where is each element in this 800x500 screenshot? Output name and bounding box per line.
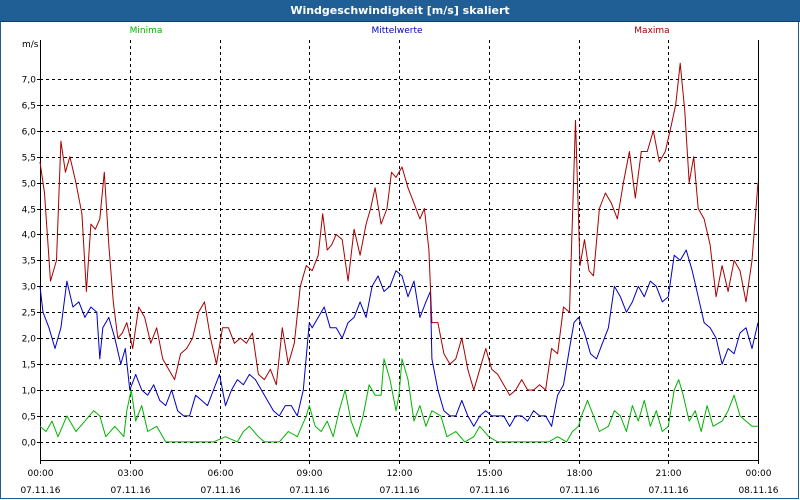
- x-tick-time: 06:00: [208, 469, 234, 479]
- legend-label-mittelwerte: Mittelwerte: [371, 26, 422, 36]
- y-tick-label: 0,5: [22, 413, 36, 423]
- x-tick-date: 07.11.16: [379, 486, 419, 496]
- data-series: [39, 62, 759, 443]
- x-tick-labels: 00:00 07.11.16 03:00 07.11.16 06:00 07.11.16 0…: [20, 469, 778, 496]
- x-tick-date: 07.11.16: [559, 486, 599, 496]
- chart-title: Windgeschwindigkeit [m/s] skaliert: [290, 4, 510, 17]
- legend: Minima Mittelwerte Maxima: [130, 26, 670, 36]
- y-tick-label: 2,5: [22, 309, 36, 319]
- x-tick-time: 03:00: [118, 469, 144, 479]
- y-tick-label: 6,5: [22, 102, 36, 112]
- x-tick-date: 07.11.16: [289, 486, 329, 496]
- y-tick-label: 0,0: [22, 439, 37, 449]
- x-tick-date: 08.11.16: [738, 486, 778, 496]
- x-tick-date: 07.11.16: [200, 486, 240, 496]
- x-tick-date: 07.11.16: [20, 486, 60, 496]
- x-tick-time: 21:00: [656, 469, 682, 479]
- chart-title-bar: Windgeschwindigkeit [m/s] skaliert: [0, 0, 800, 22]
- series-line-maxima: [39, 62, 759, 396]
- y-tick-label: 6,0: [22, 128, 37, 138]
- y-tick-label: 1,5: [22, 361, 36, 371]
- y-tick-label: 3,5: [22, 257, 36, 267]
- y-tick-label: 4,0: [22, 231, 37, 241]
- y-tick-label: 4,5: [22, 206, 36, 216]
- x-tick-time: 15:00: [477, 469, 503, 479]
- y-tick-label: 1,0: [22, 387, 37, 397]
- legend-label-minima: Minima: [130, 26, 163, 36]
- axes: [37, 40, 759, 464]
- y-tick-label: 5,5: [22, 154, 36, 164]
- x-tick-time: 18:00: [567, 469, 593, 479]
- y-tick-labels: 0,0 0,5 1,0 1,5 2,0 2,5 3,0 3,5 4,0 4,5 5,0 5,5 6,0 6…: [22, 76, 37, 449]
- x-tick-time: 00:00: [28, 469, 54, 479]
- series-line-mittelwerte: [39, 249, 759, 427]
- x-tick-time: 00:00: [746, 469, 772, 479]
- x-tick-time: 09:00: [297, 469, 323, 479]
- x-tick-date: 07.11.16: [648, 486, 688, 496]
- x-tick-date: 07.11.16: [110, 486, 150, 496]
- y-tick-label: 5,0: [22, 180, 37, 190]
- legend-label-maxima: Maxima: [634, 26, 669, 36]
- x-tick-time: 12:00: [387, 469, 413, 479]
- y-tick-label: 2,0: [22, 335, 37, 345]
- y-tick-label: 7,0: [22, 76, 37, 86]
- y-axis-unit-label: m/s: [22, 40, 39, 50]
- x-tick-date: 07.11.16: [469, 486, 509, 496]
- y-tick-label: 3,0: [22, 283, 37, 293]
- series-line-minima: [39, 358, 758, 443]
